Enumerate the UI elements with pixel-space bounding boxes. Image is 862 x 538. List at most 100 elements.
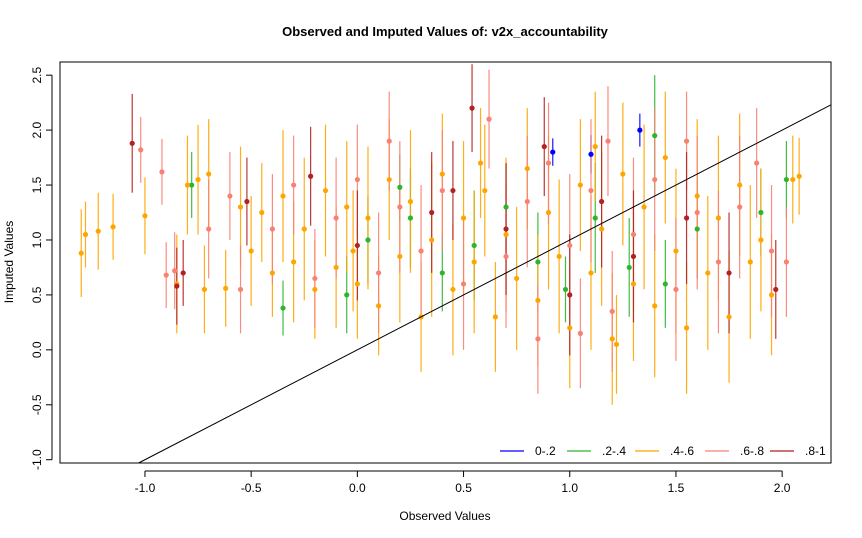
x-axis: -1.0 -0.5 0.0 0.5 1.0 1.5 2.0: [135, 470, 791, 495]
y-tick-label: 2.5: [30, 67, 44, 84]
data-point: [354, 242, 360, 249]
data-point: [796, 173, 802, 179]
y-tick-label: -1.0: [30, 449, 44, 470]
point-layer: [78, 105, 802, 347]
data-point: [312, 286, 318, 293]
data-point: [237, 204, 244, 210]
x-tick-label: 0.0: [349, 481, 366, 495]
y-tick-label: 1.5: [30, 176, 44, 193]
legend-label: .4-.6: [670, 444, 694, 458]
data-point: [129, 140, 135, 146]
x-tick-label: 1.5: [668, 481, 685, 495]
data-point: [754, 160, 760, 166]
data-point: [159, 169, 165, 175]
data-point: [683, 138, 690, 144]
data-point: [375, 303, 382, 309]
data-point: [592, 143, 598, 150]
data-point: [429, 209, 435, 216]
data-point: [662, 154, 668, 161]
data-point: [588, 187, 594, 194]
data-point: [535, 259, 541, 265]
data-point: [280, 305, 286, 311]
y-tick-label: 0.5: [30, 286, 44, 303]
data-point: [280, 193, 286, 199]
data-point: [652, 303, 658, 309]
data-point: [567, 325, 573, 331]
data-point: [471, 259, 477, 265]
data-point: [577, 330, 583, 336]
legend-label: .8-1: [805, 444, 826, 458]
data-point: [350, 248, 356, 254]
data-point: [418, 248, 424, 254]
data-point: [592, 215, 598, 221]
data-point: [652, 176, 658, 183]
y-tick-label: 1.0: [30, 231, 44, 248]
data-point: [503, 231, 509, 238]
data-point: [609, 308, 615, 314]
legend-label: .2-.4: [602, 444, 626, 458]
data-point: [541, 143, 547, 150]
data-point: [397, 253, 403, 260]
data-point: [694, 209, 700, 216]
data-point: [95, 228, 101, 234]
data-point: [683, 325, 690, 331]
data-point: [694, 193, 700, 199]
data-point: [486, 116, 492, 122]
data-point: [673, 248, 679, 254]
data-point: [620, 171, 626, 177]
data-point: [469, 105, 475, 111]
data-point: [726, 314, 732, 320]
data-point: [641, 204, 647, 210]
data-point: [365, 215, 371, 221]
reference-line: [138, 104, 832, 464]
data-point: [599, 198, 605, 205]
x-tick-label: 1.0: [561, 481, 578, 495]
data-point: [291, 182, 297, 188]
data-point: [630, 253, 637, 260]
data-point: [630, 231, 637, 238]
data-point: [524, 165, 530, 172]
data-point: [471, 242, 477, 249]
data-point: [715, 259, 722, 265]
data-point: [375, 270, 382, 276]
data-point: [301, 226, 307, 232]
data-point: [365, 237, 371, 243]
y-tick-label: -0.5: [30, 394, 44, 415]
data-point: [758, 209, 764, 216]
data-point: [291, 259, 297, 265]
data-point: [450, 286, 456, 293]
data-point: [439, 171, 445, 177]
data-point: [613, 341, 620, 347]
data-point: [783, 176, 789, 183]
data-point: [312, 275, 318, 282]
y-tick-label: 0.0: [30, 341, 44, 358]
data-point: [562, 286, 569, 293]
plot-frame: [59, 61, 832, 464]
data-point: [715, 215, 722, 221]
data-point: [577, 182, 583, 188]
data-point: [142, 213, 148, 219]
data-point: [662, 281, 668, 287]
legend-label: 0-.2: [535, 444, 556, 458]
data-point: [386, 176, 392, 183]
data-point: [535, 297, 541, 304]
data-point: [588, 270, 594, 276]
data-point: [189, 182, 195, 188]
reference-line-layer: [138, 104, 832, 464]
data-point: [599, 226, 605, 232]
data-point: [308, 173, 314, 179]
data-point: [737, 182, 743, 188]
data-point: [259, 209, 265, 216]
data-point: [492, 314, 499, 320]
data-point: [626, 264, 632, 271]
data-point: [206, 171, 212, 177]
data-point: [397, 184, 403, 190]
data-point: [705, 270, 711, 276]
data-point: [110, 224, 116, 230]
data-point: [460, 281, 467, 287]
data-point: [248, 248, 254, 254]
data-point: [195, 176, 201, 183]
legend: 0-.2 .2-.4 .4-.6 .6-.8 .8-1: [500, 444, 826, 458]
data-point: [773, 286, 779, 293]
